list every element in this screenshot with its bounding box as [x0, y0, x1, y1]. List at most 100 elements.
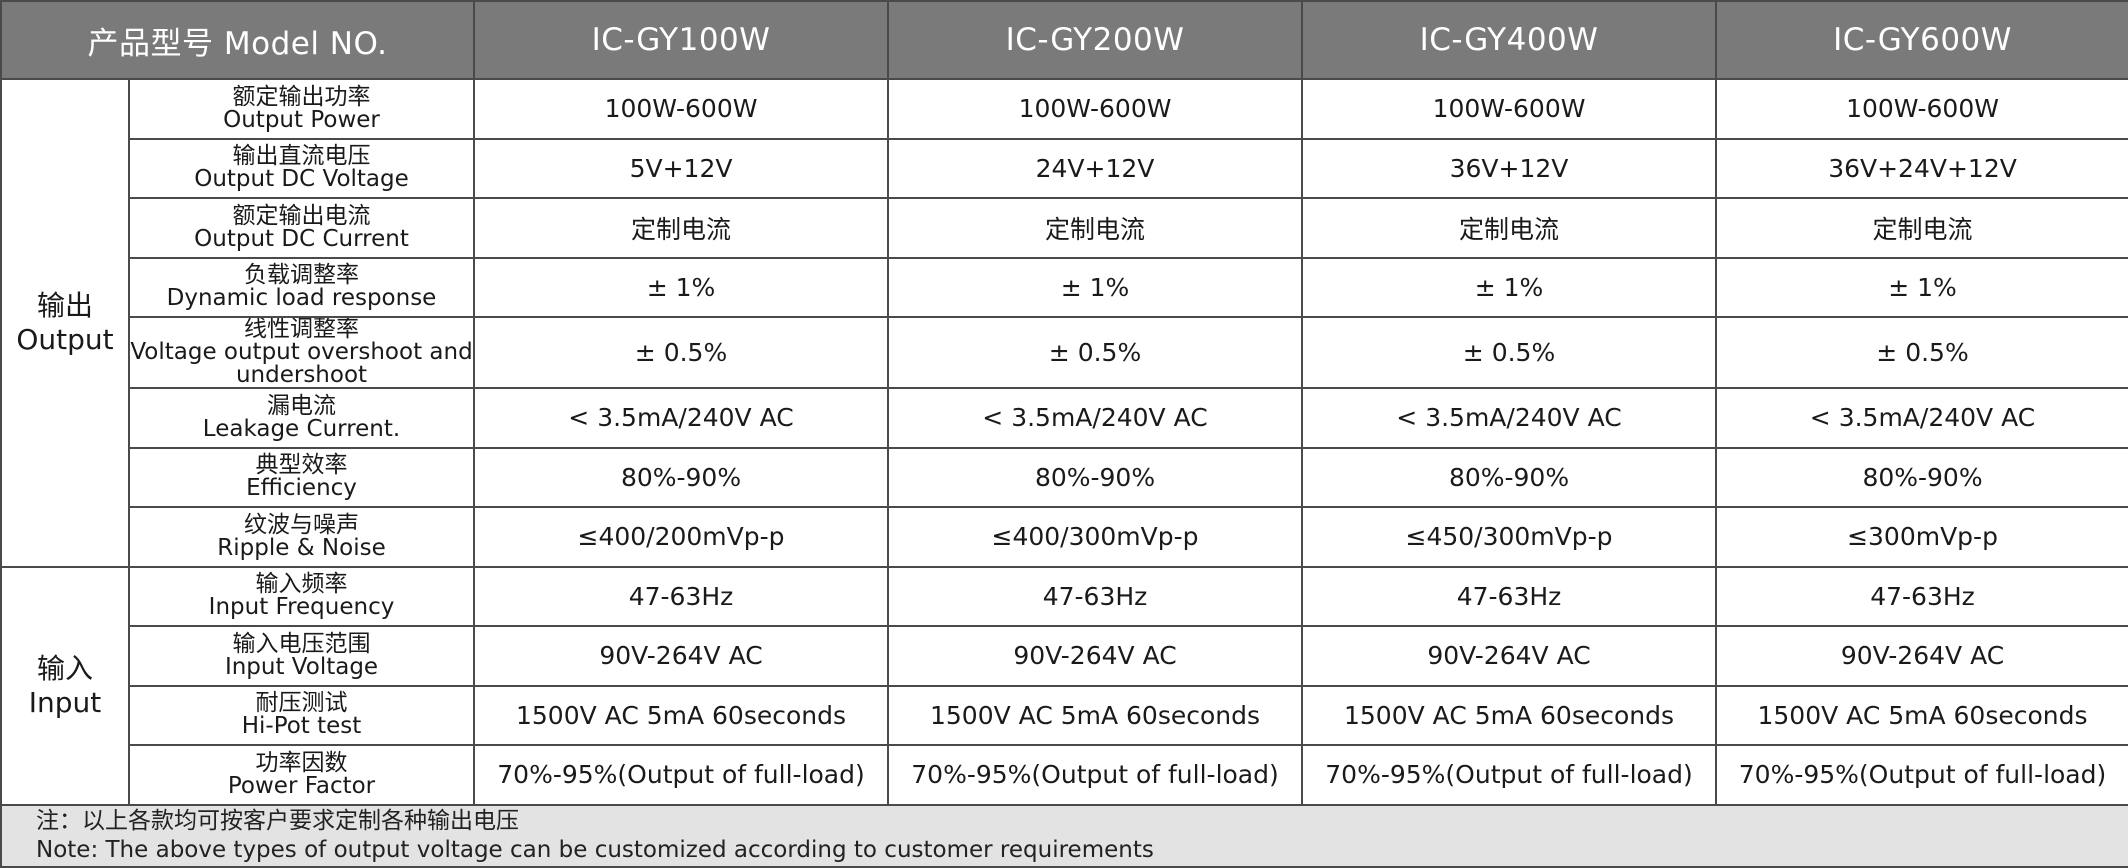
spec-row: 耐压测试 Hi-Pot test 1500V AC 5mA 60seconds 150…: [1, 684, 2128, 746]
spec-value: ± 1%: [1301, 256, 1718, 318]
parameter-label: 负载调整率 Dynamic load response: [127, 256, 476, 318]
parameter-label: 额定输出电流 Output DC Current: [127, 197, 476, 259]
spec-row: 输出直流电压 Output DC Voltage 5V+12V 24V+12V 36V+…: [1, 137, 2128, 199]
spec-value: ≤300mVp-p: [1715, 506, 2128, 568]
spec-value: 80%-90%: [1715, 446, 2128, 508]
spec-value: 1500V AC 5mA 60seconds: [887, 684, 1304, 746]
spec-value: 70%-95%(Output of full-load): [1301, 744, 1718, 806]
spec-value: ≤400/200mVp-p: [473, 506, 890, 568]
parameter-label-en: Power Factor: [227, 772, 376, 799]
parameter-label-en: Output DC Voltage: [194, 166, 409, 193]
spec-value: 定制电流: [887, 197, 1304, 259]
spec-row: 典型效率 Efficiency 80%-90% 80%-90% 80%-90% 80%-9…: [1, 446, 2128, 508]
section-label-en: Output: [16, 322, 114, 356]
spec-value: 47-63Hz: [1301, 565, 1718, 627]
parameter-label-en: Leakage Current.: [202, 415, 401, 442]
spec-value: 47-63Hz: [1715, 565, 2128, 627]
spec-row: 额定输出电流 Output DC Current 定制电流 定制电流 定制电流 定制电流: [1, 197, 2128, 259]
parameter-label: 漏电流 Leakage Current.: [127, 387, 476, 449]
parameter-label: 典型效率 Efficiency: [127, 446, 476, 508]
parameter-label-en: Ripple & Noise: [217, 534, 386, 561]
parameter-label-cn: 典型效率: [255, 452, 348, 479]
spec-row: 输入电压范围 Input Voltage 90V-264V AC 90V-264V A…: [1, 625, 2128, 687]
spec-value: ± 1%: [473, 256, 890, 318]
parameter-label-en: Output Power: [223, 106, 380, 133]
section-label: 输入 Input: [0, 565, 130, 806]
spec-value: 1500V AC 5mA 60seconds: [1715, 684, 2128, 746]
spec-row: 线性调整率 Voltage output overshoot and unders…: [1, 316, 2128, 389]
model-header-3: IC-GY400W: [1301, 0, 1718, 80]
section-label-cn: 输出: [36, 288, 93, 322]
parameter-label-cn: 漏电流: [267, 392, 336, 419]
parameter-label-cn: 额定输出功率: [232, 83, 371, 110]
parameter-label-en: Dynamic load response: [166, 285, 437, 312]
parameter-label-cn: 输入电压范围: [232, 630, 371, 657]
spec-value: 100W-600W: [1301, 78, 1718, 140]
parameter-label-cn: 额定输出电流: [232, 202, 371, 229]
spec-value: 70%-95%(Output of full-load): [1715, 744, 2128, 806]
spec-value: < 3.5mA/240V AC: [473, 387, 890, 449]
spec-value: ± 0.5%: [1301, 316, 1718, 389]
parameter-label-cn: 功率因数: [255, 749, 348, 776]
section-label: 输出 Output: [0, 78, 130, 568]
parameter-label: 纹波与噪声 Ripple & Noise: [127, 506, 476, 568]
parameter-label: 输出直流电压 Output DC Voltage: [127, 137, 476, 199]
spec-value: 定制电流: [473, 197, 890, 259]
spec-value: 90V-264V AC: [1301, 625, 1718, 687]
spec-value: < 3.5mA/240V AC: [1715, 387, 2128, 449]
parameter-label-cn: 输出直流电压: [232, 143, 371, 170]
parameter-label-en: Input Frequency: [208, 594, 395, 621]
parameter-label: 输入电压范围 Input Voltage: [127, 625, 476, 687]
spec-value: 47-63Hz: [887, 565, 1304, 627]
spec-row: 输出 Output 额定输出功率 Output Power 100W-600W 100W-…: [0, 78, 2128, 568]
spec-value: 90V-264V AC: [473, 625, 890, 687]
parameter-label-en: Input Voltage: [224, 653, 379, 680]
parameter-label: 线性调整率 Voltage output overshoot and unders…: [127, 316, 476, 389]
spec-value: 90V-264V AC: [1715, 625, 2128, 687]
parameter-label-cn: 纹波与噪声: [244, 511, 359, 538]
spec-row: 输入 Input 输入频率 Input Frequency 47-63Hz 47-63Hz…: [0, 565, 2128, 806]
spec-value: 100W-600W: [887, 78, 1304, 140]
spec-value: 1500V AC 5mA 60seconds: [473, 684, 890, 746]
spec-value: 36V+24V+12V: [1715, 137, 2128, 199]
note-cell: 注：以上各款均可按客户要求定制各种输出电压 Note: The above ty…: [0, 803, 2128, 868]
parameter-label: 额定输出功率 Output Power: [127, 78, 476, 140]
spec-value: 70%-95%(Output of full-load): [887, 744, 1304, 806]
spec-value: 90V-264V AC: [887, 625, 1304, 687]
spec-row: 功率因数 Power Factor 70%-95%(Output of full-l…: [1, 744, 2128, 806]
spec-value: 80%-90%: [1301, 446, 1718, 508]
spec-value: 36V+12V: [1301, 137, 1718, 199]
spec-value: ± 1%: [887, 256, 1304, 318]
parameter-label-en: Efficiency: [246, 475, 357, 502]
spec-value: < 3.5mA/240V AC: [887, 387, 1304, 449]
spec-value: 定制电流: [1301, 197, 1718, 259]
parameter-label-cn: 输入频率: [255, 571, 348, 598]
spec-value: ± 0.5%: [887, 316, 1304, 389]
parameter-label-cn: 负载调整率: [244, 262, 359, 289]
spec-value: 70%-95%(Output of full-load): [473, 744, 890, 806]
spec-value: ± 0.5%: [1715, 316, 2128, 389]
model-header-1: IC-GY100W: [473, 0, 890, 80]
spec-value: 47-63Hz: [473, 565, 890, 627]
parameter-label: 功率因数 Power Factor: [127, 744, 476, 806]
section-label-en: Input: [28, 685, 102, 719]
note-en: Note: The above types of output voltage …: [36, 836, 1154, 863]
spec-value: ± 1%: [1715, 256, 2128, 318]
spec-value: < 3.5mA/240V AC: [1301, 387, 1718, 449]
spec-row: 负载调整率 Dynamic load response ± 1% ± 1% ± 1% ± …: [1, 256, 2128, 318]
spec-row: 漏电流 Leakage Current. < 3.5mA/240V AC < 3.5m…: [1, 387, 2128, 449]
spec-value: 100W-600W: [1715, 78, 2128, 140]
parameter-label-en: Hi-Pot test: [241, 713, 362, 740]
spec-value: ± 0.5%: [473, 316, 890, 389]
spec-value: 1500V AC 5mA 60seconds: [1301, 684, 1718, 746]
parameter-label-en: Voltage output overshoot and undershoot: [130, 339, 473, 388]
parameter-label-cn: 耐压测试: [255, 690, 348, 717]
parameter-label-en: Output DC Current: [194, 225, 409, 252]
spec-value: 定制电流: [1715, 197, 2128, 259]
model-label-header: 产品型号 Model NO.: [0, 0, 476, 80]
note-cn: 注：以上各款均可按客户要求定制各种输出电压: [36, 807, 519, 834]
spec-value: ≤400/300mVp-p: [887, 506, 1304, 568]
spec-value: 80%-90%: [887, 446, 1304, 508]
spec-value: 100W-600W: [473, 78, 890, 140]
